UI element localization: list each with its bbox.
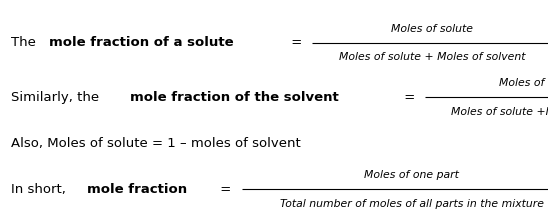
- Text: Total number of moles of all parts in the mixture: Total number of moles of all parts in th…: [280, 199, 544, 208]
- Text: Moles of solute +Moles of solvent: Moles of solute +Moles of solvent: [451, 107, 548, 117]
- Text: Moles of solute: Moles of solute: [391, 24, 473, 34]
- Text: =: =: [399, 91, 419, 104]
- Text: =: =: [287, 36, 306, 49]
- Text: Also, Moles of solute = 1 – moles of solvent: Also, Moles of solute = 1 – moles of sol…: [11, 137, 301, 150]
- Text: mole fraction of a solute: mole fraction of a solute: [49, 36, 233, 49]
- Text: Moles of one part: Moles of one part: [364, 170, 459, 180]
- Text: The: The: [11, 36, 40, 49]
- Text: mole fraction of the solvent: mole fraction of the solvent: [130, 91, 339, 104]
- Text: Similarly, the: Similarly, the: [11, 91, 104, 104]
- Text: =: =: [216, 183, 236, 196]
- Text: Moles of solvent: Moles of solvent: [499, 78, 548, 88]
- Text: In short,: In short,: [11, 183, 70, 196]
- Text: Moles of solute + Moles of solvent: Moles of solute + Moles of solvent: [339, 52, 526, 62]
- Text: mole fraction: mole fraction: [87, 183, 187, 196]
